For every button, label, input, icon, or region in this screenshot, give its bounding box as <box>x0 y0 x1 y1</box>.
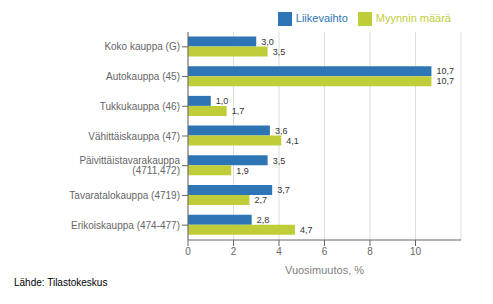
svg-text:1,7: 1,7 <box>232 106 245 116</box>
svg-text:Autokauppa (45): Autokauppa (45) <box>106 71 180 82</box>
html-text:Lähde: Tilastokeskus: Lähde: Tilastokeskus <box>14 277 108 288</box>
svg-text:2,8: 2,8 <box>257 215 270 225</box>
svg-text:4,1: 4,1 <box>286 136 299 146</box>
svg-text:1,9: 1,9 <box>236 166 249 176</box>
html-text:Myynnin määrä: Myynnin määrä <box>375 12 451 24</box>
svg-text:4: 4 <box>276 246 282 257</box>
svg-text:8: 8 <box>367 246 373 257</box>
svg-text:2,7: 2,7 <box>254 195 267 205</box>
svg-text:Vuosimuutos, %: Vuosimuutos, % <box>285 264 364 276</box>
svg-text:Päivittäistavarakauppa(4711,47: Päivittäistavarakauppa(4711,472) <box>79 155 180 176</box>
svg-text:Tukkukauppa (46): Tukkukauppa (46) <box>100 101 180 112</box>
svg-text:Tavaratalokauppa (4719): Tavaratalokauppa (4719) <box>69 190 180 201</box>
svg-text:Vähittäiskauppa (47): Vähittäiskauppa (47) <box>88 131 180 142</box>
svg-text:Erikoiskauppa (474-477): Erikoiskauppa (474-477) <box>71 220 180 231</box>
svg-text:0: 0 <box>185 246 191 257</box>
svg-text:3,7: 3,7 <box>277 185 290 195</box>
svg-text:2: 2 <box>231 246 237 257</box>
svg-text:10,7: 10,7 <box>436 76 454 86</box>
svg-text:6: 6 <box>322 246 328 257</box>
svg-text:Koko kauppa (G): Koko kauppa (G) <box>104 41 180 52</box>
html-text:Liikevaihto: Liikevaihto <box>295 12 348 24</box>
svg-text:3,5: 3,5 <box>273 156 286 166</box>
svg-text:1,0: 1,0 <box>216 96 229 106</box>
svg-text:3,5: 3,5 <box>273 47 286 57</box>
svg-text:3,0: 3,0 <box>261 37 274 47</box>
svg-text:4,7: 4,7 <box>300 225 313 235</box>
svg-text:10,7: 10,7 <box>436 66 454 76</box>
svg-text:10: 10 <box>410 246 422 257</box>
svg-text:3,6: 3,6 <box>275 126 288 136</box>
